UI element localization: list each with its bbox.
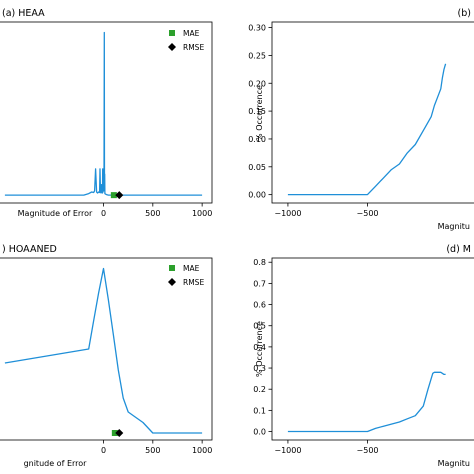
x-tick-label: 1000 — [192, 209, 212, 218]
series-line-1 — [4, 267, 203, 434]
axes-frame — [271, 257, 474, 441]
panel-4: −1000 −500 0.0 0.1 0.2 0.3 0.4 0.5 0.6 0.7 0.8 (d) … — [253, 244, 474, 468]
y-tick-label: 0.00 — [248, 191, 266, 200]
panel-title: (b) — [458, 8, 471, 19]
panel-3: 0 500 1000 ) HOAANED gnitude of Error MAE RMSE — [0, 244, 213, 468]
legend-label-rmse: RMSE — [183, 43, 204, 52]
panel-title: ) HOAANED — [2, 244, 57, 255]
legend-label-mae: MAE — [183, 29, 200, 38]
marker-mae — [111, 430, 118, 436]
x-tick-label: 1000 — [192, 446, 212, 455]
legend-swatch-mae — [169, 30, 175, 36]
marker-rmse — [115, 191, 124, 200]
panel-title: (d) M — [446, 244, 471, 255]
series-line-1 — [287, 371, 446, 433]
x-axis-label: Magnitude of Error — [18, 209, 93, 218]
y-tick-label: 0.6 — [253, 301, 266, 310]
y-tick-label: 0.0 — [253, 428, 266, 437]
y-axis-label: % Occurrence — [255, 85, 264, 141]
series-line-1 — [287, 63, 447, 196]
y-tick-label: 0.20 — [248, 79, 266, 88]
panel-title: (a) HEAA — [2, 8, 45, 19]
axes-frame — [271, 21, 474, 204]
legend-label-rmse: RMSE — [183, 278, 204, 287]
legend-label-mae: MAE — [183, 264, 200, 273]
x-axis-label: Magnitu — [438, 459, 470, 468]
axes-frame — [0, 21, 213, 204]
y-tick-label: 0.05 — [248, 163, 266, 172]
legend-swatch-rmse — [168, 278, 176, 286]
panel-1: 0 500 1000 (a) HEAA Magnitude of Error MAE RMS… — [0, 8, 213, 218]
x-tick-label: 0 — [101, 446, 106, 455]
marker-mae — [110, 192, 117, 199]
panel-2: −1000 −500 0.00 0.05 0.10 0.15 0.20 0.25 0.30 (b)… — [248, 8, 474, 231]
y-tick-label: 0.10 — [248, 135, 266, 144]
x-tick-label: 500 — [145, 209, 160, 218]
x-axis-label: Magnitu — [438, 222, 470, 231]
y-tick-label: 0.25 — [248, 51, 266, 60]
y-tick-label: 0.1 — [253, 406, 266, 415]
y-tick-label: 0.3 — [253, 364, 266, 373]
y-axis-label: % Occurrence — [255, 321, 264, 377]
marker-rmse — [115, 429, 124, 437]
x-tick-label: −1000 — [274, 446, 301, 455]
series-line-1 — [4, 31, 203, 196]
y-tick-label: 0.2 — [253, 385, 266, 394]
y-tick-label: 0.4 — [253, 343, 266, 352]
y-tick-label: 0.15 — [248, 107, 266, 116]
legend-swatch-mae — [169, 265, 175, 271]
legend-swatch-rmse — [168, 43, 176, 51]
y-tick-label: 0.8 — [253, 258, 266, 267]
x-tick-label: 0 — [101, 209, 106, 218]
x-axis-label: gnitude of Error — [24, 459, 88, 468]
y-tick-label: 0.30 — [248, 24, 266, 33]
y-tick-label: 0.5 — [253, 322, 266, 331]
y-tick-label: 0.7 — [253, 279, 266, 288]
x-tick-label: −500 — [357, 209, 379, 218]
x-tick-label: −1000 — [274, 209, 301, 218]
x-tick-label: 500 — [145, 446, 160, 455]
x-tick-label: −500 — [357, 446, 379, 455]
